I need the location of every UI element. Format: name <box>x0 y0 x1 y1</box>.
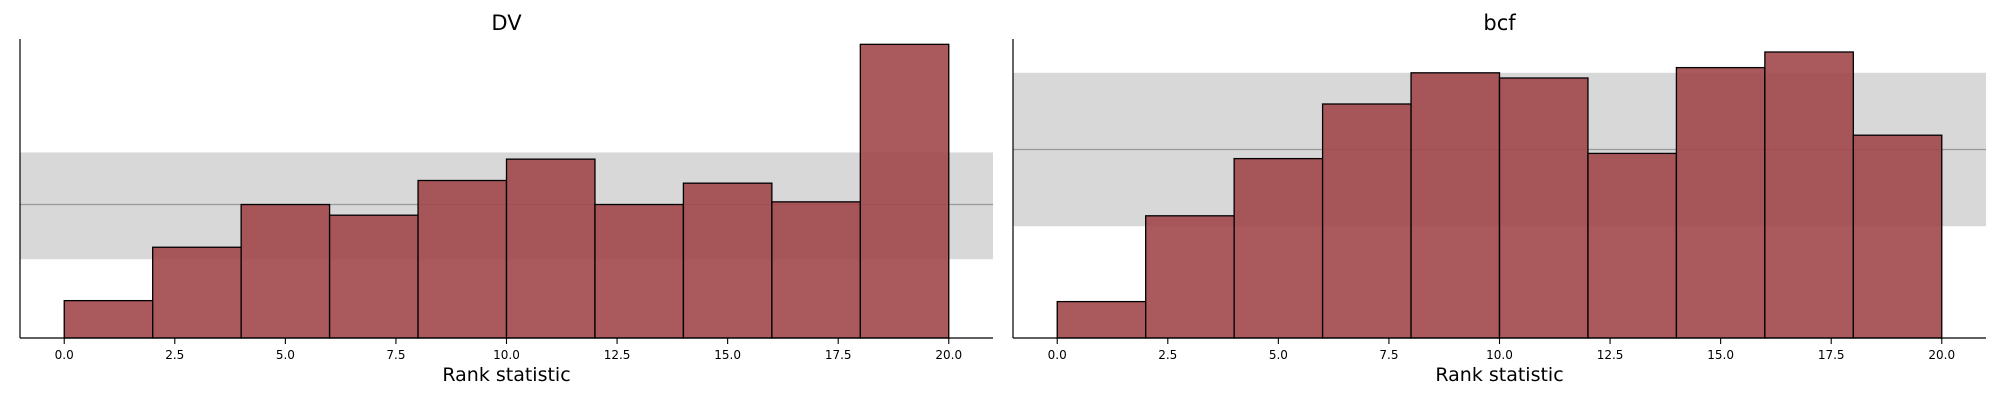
histogram-bar <box>1145 215 1235 339</box>
histogram-bar <box>1321 103 1412 339</box>
histogram-bar <box>1410 72 1501 339</box>
histogram-bar <box>1233 157 1324 339</box>
x-tick-label: 2.5 <box>165 348 184 362</box>
histogram-bar <box>1764 51 1854 339</box>
x-tick-label: 12.5 <box>604 348 631 362</box>
chart-title: DV <box>491 11 522 35</box>
x-tick-label: 7.5 <box>386 348 405 362</box>
histogram-bar <box>63 299 154 339</box>
x-tick-label: 12.5 <box>1597 348 1624 362</box>
x-tick-label: 0.0 <box>55 348 74 362</box>
x-tick-label: 10.0 <box>493 348 520 362</box>
histogram-bar <box>505 158 596 339</box>
x-tick-label: 15.0 <box>1707 348 1734 362</box>
x-tick-label: 17.5 <box>1818 348 1845 362</box>
chart-title: bcf <box>1483 11 1516 35</box>
x-tick-label: 2.5 <box>1158 348 1177 362</box>
x-tick-label: 17.5 <box>825 348 852 362</box>
x-tick-label: 0.0 <box>1048 348 1067 362</box>
histogram-bar <box>328 214 419 339</box>
histogram-bar <box>1056 300 1147 339</box>
histogram-bar <box>1852 134 1943 339</box>
chart-panel-bcf: bcf 0.0 2.5 5.0 7.5 10.0 12.5 15.0 17.5 20.0 Rank … <box>1012 11 1986 386</box>
histogram-bar <box>1675 66 1766 339</box>
x-tick-label: 10.0 <box>1486 348 1513 362</box>
histogram-bar <box>152 246 242 339</box>
histogram-bar <box>417 179 508 339</box>
chart-panel-dv: DV 0.0 2.5 5.0 7.5 10.0 12.5 15.0 17.5 20.0 Rank s… <box>19 11 993 386</box>
histogram-bar <box>682 182 773 339</box>
x-axis-label: Rank statistic <box>442 364 570 386</box>
histogram-bar <box>859 43 950 339</box>
histogram-bar <box>771 201 861 339</box>
histogram-bar <box>1587 152 1678 339</box>
x-axis-label: Rank statistic <box>1435 364 1563 386</box>
histogram-bar <box>1498 77 1589 339</box>
x-tick-label: 5.0 <box>1269 348 1288 362</box>
x-tick-label: 15.0 <box>714 348 741 362</box>
x-tick-label: 7.5 <box>1379 348 1398 362</box>
histogram-bar <box>240 203 331 339</box>
x-tick-label: 5.0 <box>276 348 295 362</box>
histogram-bar <box>594 203 685 339</box>
x-tick-label: 20.0 <box>935 348 962 362</box>
x-tick-label: 20.0 <box>1928 348 1955 362</box>
